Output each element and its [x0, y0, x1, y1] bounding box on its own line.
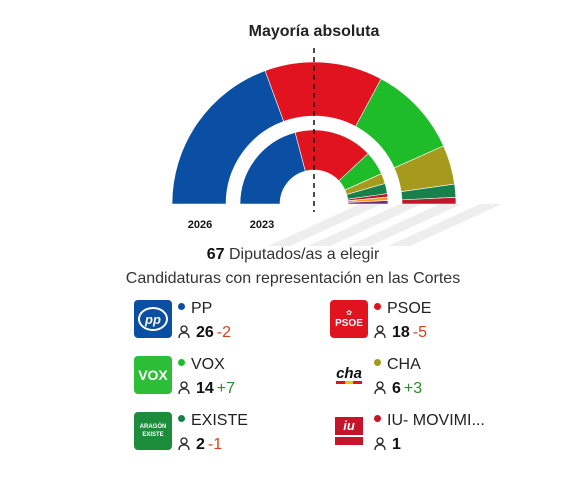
existe-seats: 2 [196, 436, 205, 453]
seats-to-elect: 67 Diputados/as a elegir [0, 246, 586, 264]
pp-name: PP [191, 300, 213, 317]
existe-dot [178, 415, 185, 423]
existe-logo-text: ARAGÓN EXISTE [139, 424, 167, 438]
cha-dot [374, 359, 381, 367]
stripe-3 [388, 204, 502, 246]
pp-logo: pp [134, 300, 172, 338]
inner-ring-label: 2023 [250, 219, 274, 231]
party-existe: ARAGÓN EXISTE EXISTE 2 -1 [134, 412, 334, 454]
sumar-logo-bar [335, 437, 363, 445]
pp-logo-text: pp [138, 307, 168, 331]
stripe-0 [268, 204, 382, 246]
cha-logo: cha [330, 356, 368, 394]
seats-total: 67 [206, 246, 225, 263]
vox-name: VOX [191, 356, 225, 373]
parliament-chart: Mayoría absoluta 2026 2023 [171, 23, 502, 246]
pp-diff: -2 [216, 324, 232, 341]
cha-logo-text: cha [336, 365, 362, 382]
psoe-dot [374, 303, 381, 311]
background-stripes [268, 204, 502, 246]
existe-name: EXISTE [191, 412, 248, 429]
party-iu: iu IU- MOVIMI... 1 [330, 412, 530, 454]
pp-dot [178, 303, 185, 311]
legend-heading: Candidaturas con representación en las C… [125, 270, 461, 287]
user-icon [374, 325, 386, 339]
vox-seats: 14 [196, 380, 214, 397]
user-icon [374, 381, 386, 395]
outer-ring-2026 [171, 61, 457, 205]
iu-dot [374, 415, 381, 423]
user-icon [178, 437, 190, 451]
cha-diff: +3 [403, 380, 423, 397]
psoe-seats: 18 [392, 324, 410, 341]
inner-segment-7 [347, 200, 389, 205]
outer-segment-5 [401, 197, 457, 205]
vox-logo-text: VOX [138, 367, 168, 383]
seats-text: Diputados/as a elegir [224, 246, 380, 263]
psoe-diff: -5 [412, 324, 428, 341]
iu-logo: iu [330, 412, 368, 450]
outer-ring-label: 2026 [188, 219, 212, 231]
party-psoe: ✿ PSOE PSOE 18 -5 [330, 300, 530, 342]
vox-diff: +7 [216, 380, 236, 397]
existe-diff: -1 [207, 436, 223, 453]
cha-flag-stripe [336, 381, 363, 384]
vox-logo: VOX [134, 356, 172, 394]
pp-seats: 26 [196, 324, 214, 341]
rose-icon: ✿ [346, 309, 352, 317]
party-pp: pp PP 26 -2 [134, 300, 334, 342]
vox-dot [178, 359, 185, 367]
stripe-1 [308, 204, 422, 246]
chart-title: Mayoría absoluta [249, 23, 380, 40]
party-cha: cha CHA 6 +3 [330, 356, 530, 398]
iu-logo-text: iu [335, 417, 363, 435]
party-vox: VOX VOX 14 +7 [134, 356, 334, 398]
iu-seats: 1 [392, 436, 401, 453]
psoe-logo-text: PSOE [335, 317, 363, 329]
user-icon [178, 381, 190, 395]
existe-logo: ARAGÓN EXISTE [134, 412, 172, 450]
cha-seats: 6 [392, 380, 401, 397]
user-icon [178, 325, 190, 339]
psoe-logo: ✿ PSOE [330, 300, 368, 338]
cha-name: CHA [387, 356, 421, 373]
user-icon [374, 437, 386, 451]
iu-name: IU- MOVIMI... [387, 412, 485, 429]
stripe-2 [348, 204, 462, 246]
psoe-name: PSOE [387, 300, 432, 317]
